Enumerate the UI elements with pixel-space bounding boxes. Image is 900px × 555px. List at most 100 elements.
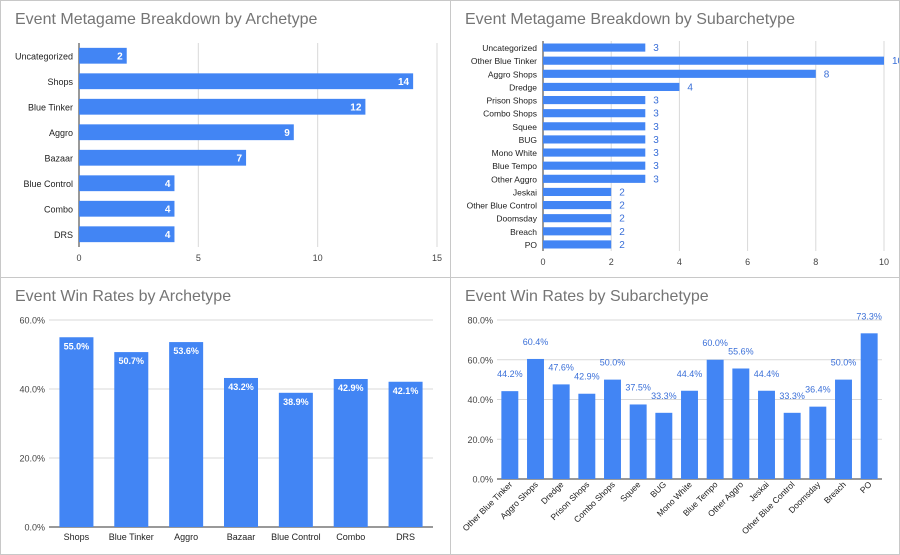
bar	[835, 379, 852, 479]
data-label: 44.2%	[497, 369, 523, 379]
data-label: 3	[653, 96, 659, 107]
bar	[578, 393, 596, 479]
data-label: 2	[619, 201, 625, 212]
data-label: 55.0%	[64, 341, 90, 351]
category-label: Combo	[336, 532, 365, 542]
x-tick-label: 5	[196, 253, 201, 263]
bar	[604, 379, 621, 479]
data-label: 3	[653, 148, 659, 159]
data-label: 4	[687, 82, 693, 93]
bar	[543, 214, 612, 223]
chart-title: Event Metagame Breakdown by Subarchetype	[465, 11, 795, 28]
bar	[114, 352, 149, 527]
bar	[543, 43, 646, 52]
archetype-breakdown-chart: 0 5 10 15 Uncategorized 2 Shops 14 Blue Tinker 12…	[15, 43, 442, 263]
category-label: Other Blue Control	[467, 201, 538, 211]
data-label: 4	[165, 204, 171, 215]
bar	[543, 109, 646, 118]
bar	[79, 124, 294, 141]
data-label: 2	[619, 240, 625, 251]
category-label: Squee	[618, 479, 643, 504]
category-label: Bazaar	[227, 532, 256, 542]
category-label: Doomsday	[496, 214, 537, 224]
x-tick-label: 6	[745, 257, 750, 267]
data-label: 4	[165, 179, 171, 190]
data-label: 10	[892, 56, 900, 67]
y-tick-label: 80.0%	[467, 316, 493, 326]
category-label: Squee	[512, 122, 537, 132]
chart-panel-subarchetype-breakdown: Event Metagame Breakdown by Subarchetype…	[450, 0, 900, 278]
data-label: 33.3%	[779, 391, 805, 401]
data-label: 50.0%	[600, 358, 626, 368]
y-tick-label: 0.0%	[472, 475, 493, 485]
data-label: 3	[653, 43, 659, 54]
data-label: 53.6%	[173, 346, 199, 356]
bar	[79, 226, 175, 243]
x-tick-label: 15	[432, 253, 442, 263]
data-label: 50.7%	[119, 356, 145, 366]
bar	[79, 47, 127, 64]
category-label: Combo Shops	[483, 109, 537, 119]
data-label: 43.2%	[228, 382, 254, 392]
bar	[681, 390, 698, 479]
category-label: BUG	[648, 479, 668, 499]
y-tick-label: 0.0%	[24, 523, 45, 533]
subarchetype-winrates-chart: 0.0%20.0%40.0%60.0%80.0%44.2%Other Blue …	[460, 311, 882, 536]
category-label: Blue Tinker	[109, 532, 154, 542]
category-label: Uncategorized	[482, 43, 537, 53]
bar	[706, 359, 724, 479]
bar	[543, 148, 646, 157]
data-label: 55.6%	[728, 346, 754, 356]
y-tick-label: 40.0%	[467, 395, 493, 405]
data-label: 33.3%	[651, 391, 677, 401]
category-label: PO	[525, 240, 538, 250]
category-label: Blue Control	[271, 532, 321, 542]
chart-panel-archetype-winrates: Event Win Rates by Archetype 0.0% 20.0% 40…	[0, 277, 451, 555]
bar	[79, 149, 247, 166]
category-label: Aggro Shops	[488, 69, 537, 79]
x-tick-label: 2	[609, 257, 614, 267]
bar	[79, 73, 414, 90]
y-tick-label: 20.0%	[467, 435, 493, 445]
category-label: Breach	[822, 479, 848, 505]
data-label: 14	[398, 77, 410, 88]
bar	[223, 377, 259, 527]
bar	[543, 174, 646, 183]
x-tick-label: 4	[677, 257, 682, 267]
bar	[169, 342, 204, 527]
chart-title: Event Metagame Breakdown by Archetype	[15, 11, 318, 28]
data-label: 44.4%	[754, 369, 780, 379]
data-label: 47.6%	[548, 362, 574, 372]
bar	[543, 95, 646, 105]
data-label: 2	[619, 214, 625, 225]
chart-panel-archetype-breakdown: Event Metagame Breakdown by Archetype 0 5…	[0, 0, 451, 278]
bar	[333, 378, 368, 527]
data-label: 8	[824, 69, 830, 80]
bar	[527, 358, 544, 479]
bar	[732, 368, 750, 479]
data-label: 50.0%	[831, 358, 857, 368]
data-label: 42.9%	[338, 383, 364, 393]
x-tick-label: 10	[879, 257, 889, 267]
x-tick-label: 8	[813, 257, 818, 267]
category-label: Other Aggro	[491, 174, 537, 184]
category-label: Blue Control	[23, 179, 73, 189]
category-label: Blue Tinker	[28, 102, 73, 112]
archetype-winrates-chart: 0.0% 20.0% 40.0% 60.0% 55.0% Shops 50.7% Blue T…	[19, 316, 433, 542]
category-label: Uncategorized	[15, 51, 73, 61]
bar	[79, 98, 366, 115]
data-label: 38.9%	[283, 397, 309, 407]
bar	[552, 384, 570, 479]
category-label: Jeskai	[513, 187, 537, 197]
y-tick-label: 40.0%	[19, 385, 45, 395]
category-label: Aggro	[174, 532, 198, 542]
category-label: DRS	[396, 532, 415, 542]
chart-title: Event Win Rates by Archetype	[15, 288, 232, 305]
bar	[655, 412, 673, 479]
data-label: 73.3%	[856, 311, 882, 321]
chart-panel-subarchetype-winrates: Event Win Rates by Subarchetype 0.0% 20.0…	[450, 277, 900, 555]
category-label: Blue Tempo	[492, 161, 537, 171]
bar	[629, 404, 647, 479]
data-label: 12	[350, 102, 362, 113]
data-label: 7	[237, 153, 243, 164]
